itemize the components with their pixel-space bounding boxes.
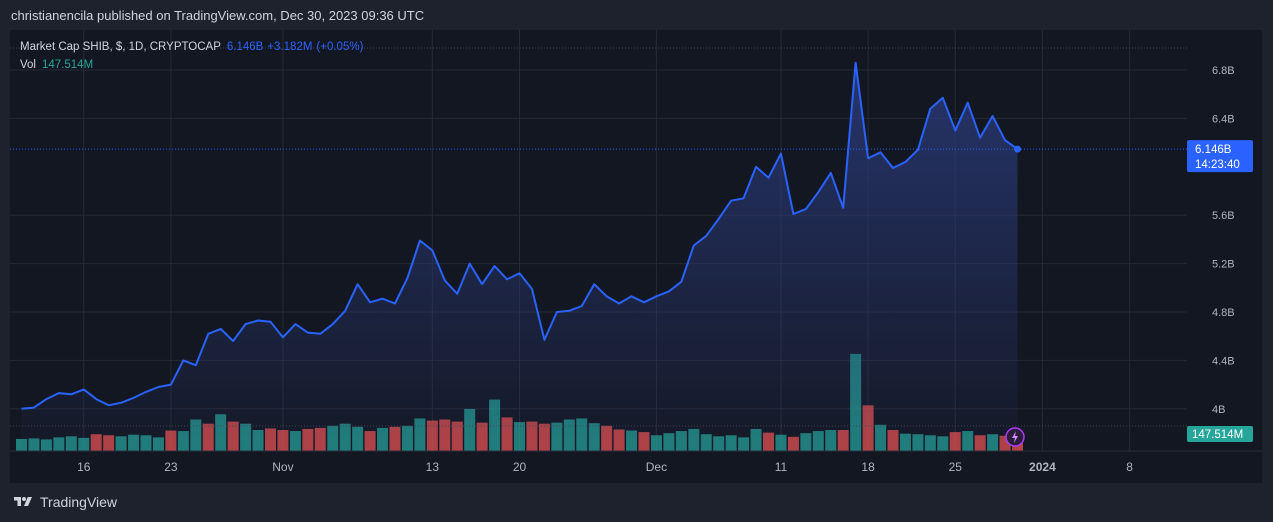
y-tick-label: 6.4B [1212,113,1235,125]
y-tick-label: 4.4B [1212,355,1235,367]
chart-panel[interactable]: 4B 4.4B 4.8B 5.2B 5.6B 6.4B 6.8B 16 23 Nov 13 20 Dec… [10,30,1262,483]
x-tick-label: Nov [272,460,293,474]
flash-icon-glyph [1012,431,1018,443]
legend-main-row[interactable]: Market Cap SHIB, $, 1D, CRYPTOCAP 6.146B +… [20,40,363,58]
x-tick-label: 8 [1126,460,1133,474]
legend-volume-row[interactable]: Vol 147.514M [20,58,363,76]
price-tag-countdown: 14:23:40 [1195,159,1240,171]
x-tick-label: 11 [775,460,788,474]
chart-canvas[interactable]: 4B 4.4B 4.8B 5.2B 5.6B 6.4B 6.8B 16 23 Nov 13 20 Dec… [10,30,1262,483]
tradingview-logo-icon [14,497,32,506]
x-tick-label: 23 [164,460,178,474]
price-area [21,62,1018,451]
chart-legend: Market Cap SHIB, $, 1D, CRYPTOCAP 6.146B +… [20,40,363,76]
vol-tag-value: 147.514M [1192,429,1243,441]
y-tick-label: 4.8B [1212,307,1235,319]
x-tick-label: 16 [77,460,91,474]
price-tag-value: 6.146B [1195,144,1232,156]
footer-brand-name: TradingView [40,494,118,510]
x-tick-label: 18 [861,460,875,474]
legend-vol-label: Vol [20,59,36,71]
price-tag [1187,140,1253,173]
legend-value: 6.146B [226,41,264,53]
legend-symbol: Market Cap SHIB, $, 1D, CRYPTOCAP [20,41,221,53]
vol-tag [1187,426,1253,442]
price-line[interactable] [21,61,1019,410]
x-tick-label: Dec [646,460,667,474]
y-tick-label: 5.2B [1212,259,1235,271]
y-tick-label: 6.8B [1212,65,1235,77]
last-price-dot[interactable] [1014,145,1021,153]
legend-change-pct: (+0.05%) [316,41,364,53]
x-tick-label: 2024 [1029,460,1056,474]
publisher-line: christianencila published on TradingView… [11,8,425,23]
footer-brand[interactable]: TradingView [12,494,117,510]
legend-vol-value: 147.514M [42,59,94,71]
x-tick-label: 25 [949,460,963,474]
x-tick-label: 13 [426,460,440,474]
y-tick-label: 4B [1212,404,1225,416]
x-tick-label: 20 [513,460,527,474]
legend-change: +3.182M [267,41,313,53]
y-tick-label: 5.6B [1212,210,1235,222]
